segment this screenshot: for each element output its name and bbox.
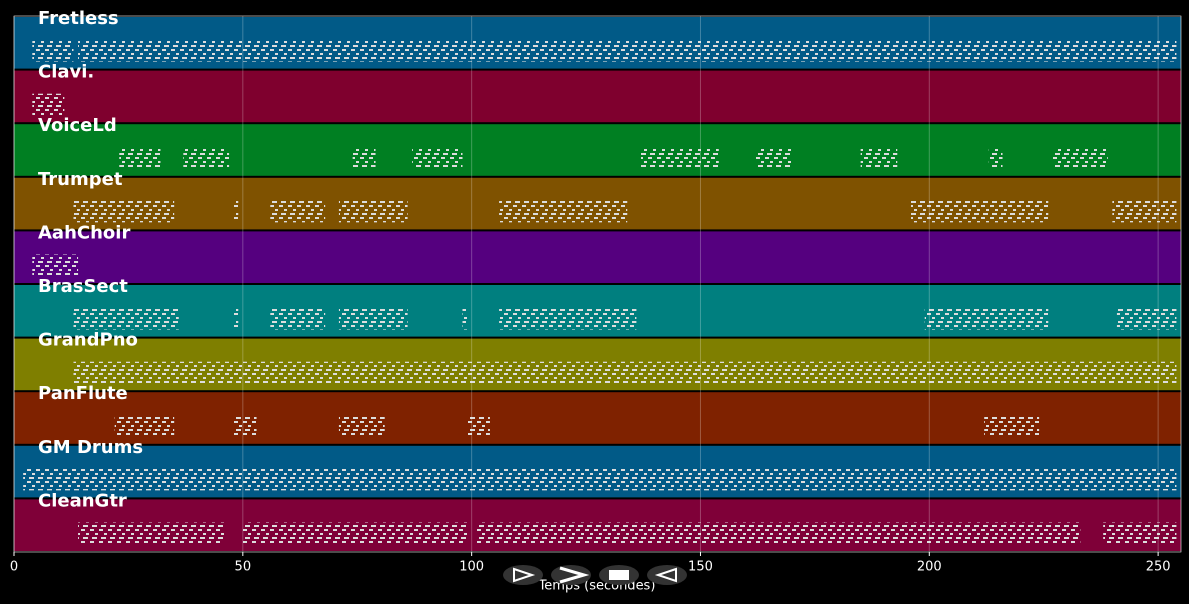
note-span [119, 147, 161, 169]
note-span [233, 308, 239, 330]
note-span [23, 468, 1177, 491]
note-span [233, 415, 257, 437]
note-span [412, 147, 463, 169]
note-span [1052, 147, 1108, 169]
note-span [338, 308, 408, 330]
note-span [924, 308, 1049, 330]
forward-button[interactable] [551, 565, 591, 585]
track-name: AahChoir [38, 222, 130, 243]
play-button[interactable] [503, 565, 543, 585]
track-name: Fretless [38, 8, 119, 29]
x-tick-label: 150 [688, 560, 713, 575]
note-span [1116, 308, 1177, 330]
note-span [352, 147, 376, 169]
note-span [233, 200, 239, 223]
note-span [270, 200, 326, 223]
track-name: BrasSect [38, 276, 128, 297]
track-name: VoiceLd [38, 115, 117, 136]
plot-area [13, 15, 1182, 556]
note-span [910, 200, 1049, 223]
note-span [114, 415, 175, 437]
x-tick-label: 250 [1146, 560, 1171, 575]
note-span [1112, 200, 1177, 223]
note-span [73, 308, 179, 330]
note-span [183, 147, 230, 169]
plot-frame [13, 15, 1182, 553]
note-span [640, 147, 719, 169]
note-span [1103, 522, 1177, 544]
note-span [78, 522, 225, 544]
note-span [860, 147, 898, 169]
track-name: GM Drums [38, 437, 143, 458]
note-span [462, 308, 468, 330]
x-tick-label: 200 [917, 560, 942, 575]
x-tick-label: 0 [10, 560, 18, 575]
note-span [338, 200, 408, 223]
x-tick-label: 50 [235, 560, 252, 575]
media-controls [503, 565, 687, 585]
track-name: GrandPno [38, 330, 138, 351]
note-span [73, 200, 175, 223]
note-span [32, 40, 74, 62]
track-band [14, 231, 1181, 283]
note-span [467, 415, 490, 437]
note-span [499, 308, 637, 330]
note-span [499, 200, 628, 223]
track-name: PanFlute [38, 383, 128, 404]
note-span [32, 254, 79, 276]
note-span [476, 522, 1081, 544]
stop-button[interactable] [599, 565, 639, 585]
track-name: Trumpet [38, 169, 123, 190]
note-span [988, 147, 1003, 169]
note-span [78, 40, 1177, 62]
note-span [73, 361, 1177, 384]
track-band [14, 70, 1181, 123]
track-name: Clavi. [38, 62, 94, 83]
note-span [32, 93, 65, 116]
x-tick-label: 100 [459, 560, 484, 575]
note-span [270, 308, 326, 330]
note-span [984, 415, 1040, 437]
track-name: CleanGtr [38, 490, 127, 511]
note-span [242, 522, 468, 544]
note-span [755, 147, 792, 169]
note-span [338, 415, 385, 437]
rewind-button[interactable] [647, 565, 687, 585]
